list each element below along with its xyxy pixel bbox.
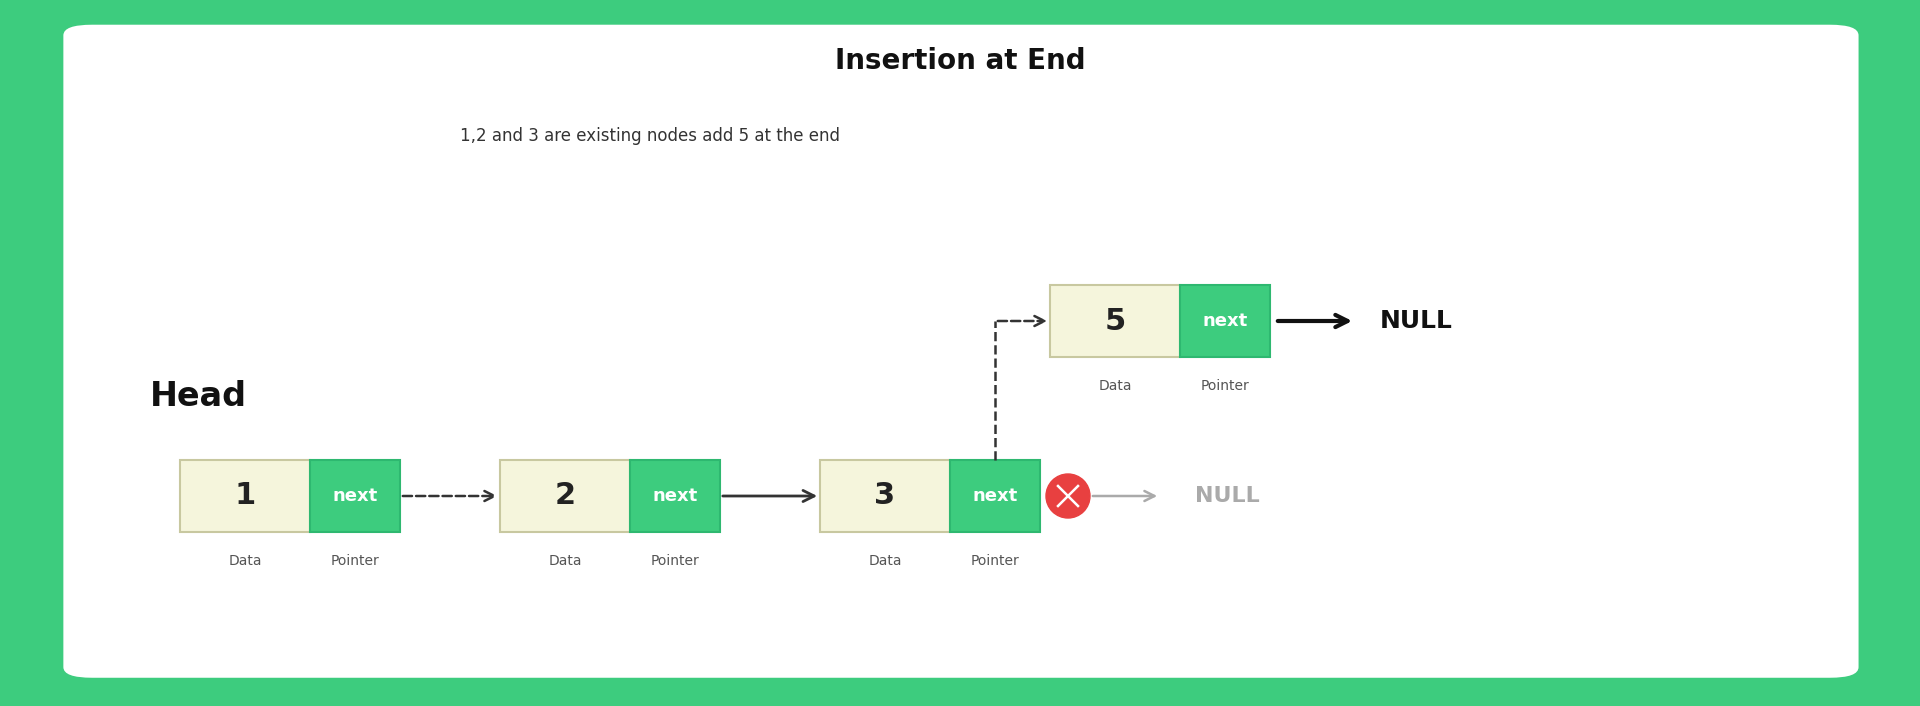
Text: NULL: NULL [1380, 309, 1453, 333]
Text: next: next [332, 487, 378, 505]
Bar [309, 460, 399, 532]
Text: next: next [653, 487, 697, 505]
Text: 1: 1 [234, 481, 255, 510]
Bar [499, 460, 630, 532]
Text: Pointer: Pointer [330, 554, 380, 568]
Text: NULL: NULL [1194, 486, 1260, 506]
Text: 2: 2 [555, 481, 576, 510]
Text: Pointer: Pointer [1200, 379, 1250, 393]
Bar [820, 460, 950, 532]
Bar [950, 460, 1041, 532]
Text: Pointer: Pointer [972, 554, 1020, 568]
Text: Head: Head [150, 380, 248, 412]
Bar [1181, 285, 1269, 357]
Bar [630, 460, 720, 532]
Bar [1050, 285, 1181, 357]
Text: Data: Data [868, 554, 902, 568]
Text: 1,2 and 3 are existing nodes add 5 at the end: 1,2 and 3 are existing nodes add 5 at th… [461, 127, 841, 145]
Text: Pointer: Pointer [651, 554, 699, 568]
Text: next: next [1202, 312, 1248, 330]
Text: Insertion at End: Insertion at End [835, 47, 1085, 75]
Text: 5: 5 [1104, 306, 1125, 335]
Text: Data: Data [1098, 379, 1131, 393]
Bar [180, 460, 309, 532]
Text: Data: Data [228, 554, 261, 568]
Text: next: next [972, 487, 1018, 505]
Text: 3: 3 [874, 481, 895, 510]
Text: Data: Data [549, 554, 582, 568]
Circle shape [1046, 474, 1091, 518]
